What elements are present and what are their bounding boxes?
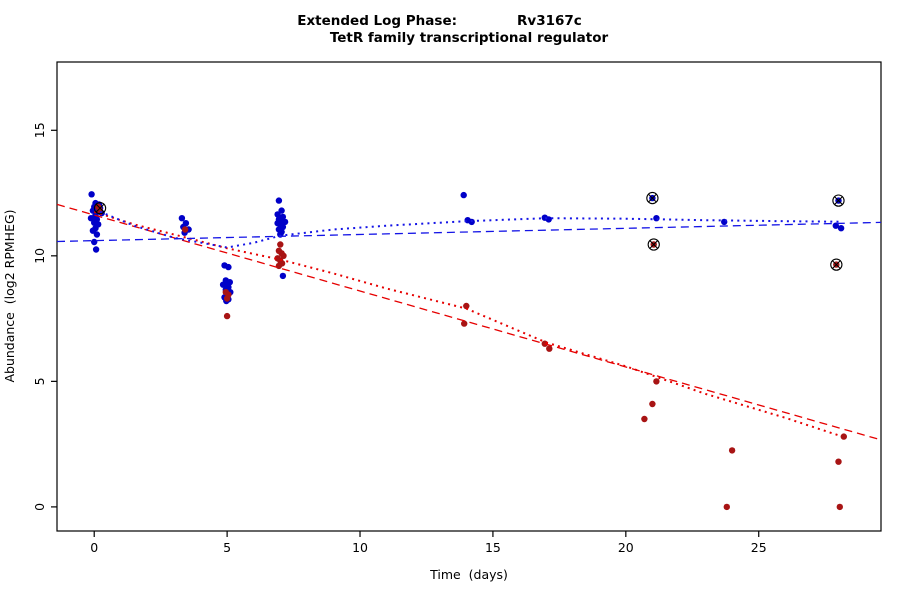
trend-line-blue-linear-fit bbox=[56, 221, 882, 243]
flagged-point-circle-icon bbox=[647, 238, 660, 251]
trend-line-red-linear-fit bbox=[56, 203, 882, 441]
data-point-blue bbox=[88, 191, 95, 198]
y-tick-label: 10 bbox=[32, 248, 47, 264]
x-tick-label: 0 bbox=[90, 540, 98, 555]
data-point-blue bbox=[89, 227, 97, 234]
y-axis-label: Abundance (log2 RPMHEG) bbox=[2, 209, 17, 382]
data-point-blue bbox=[91, 238, 98, 246]
chart-subtitle: TetR family transcriptional regulator bbox=[330, 30, 609, 46]
data-point-blue bbox=[225, 263, 232, 271]
x-axis-label: Time (days) bbox=[429, 567, 508, 582]
plot-box bbox=[56, 61, 882, 532]
flagged-point-x-icon bbox=[831, 260, 841, 270]
data-point-blue bbox=[178, 215, 186, 222]
chart-title: Extended Log Phase: bbox=[297, 13, 457, 29]
data-point-blue bbox=[545, 216, 552, 223]
y-tick-label: 5 bbox=[32, 377, 47, 385]
data-point-blue bbox=[93, 231, 101, 238]
data-point-red bbox=[181, 226, 189, 233]
data-point-red bbox=[649, 400, 656, 408]
data-point-red bbox=[836, 503, 843, 511]
data-point-blue bbox=[279, 272, 287, 280]
data-point-red bbox=[723, 503, 730, 511]
flagged-point-circle-icon bbox=[832, 194, 845, 207]
flagged-point-x-icon bbox=[95, 203, 105, 213]
data-point-red bbox=[463, 302, 470, 310]
data-point-blue bbox=[92, 246, 100, 253]
data-point-red bbox=[275, 262, 283, 270]
x-tick-label: 15 bbox=[485, 540, 501, 555]
data-point-red bbox=[280, 252, 287, 259]
data-point-blue bbox=[87, 215, 95, 222]
data-point-red bbox=[223, 312, 231, 320]
data-point-red bbox=[840, 433, 847, 440]
flagged-point-x-icon bbox=[648, 193, 657, 203]
data-point-red bbox=[641, 415, 648, 423]
data-point-blue bbox=[281, 218, 289, 226]
flagged-point-circle-icon bbox=[93, 201, 107, 215]
chart-title-gene: Rv3167c bbox=[517, 13, 582, 29]
x-tick-label: 25 bbox=[751, 540, 767, 555]
data-point-blue bbox=[219, 281, 227, 288]
data-point-red bbox=[461, 320, 468, 327]
data-point-blue bbox=[653, 215, 660, 222]
data-point-blue bbox=[275, 197, 283, 204]
flagged-point-circle-icon bbox=[830, 258, 843, 271]
x-tick-label: 10 bbox=[352, 540, 368, 555]
data-point-red bbox=[653, 378, 660, 385]
flagged-point-x-icon bbox=[649, 240, 659, 249]
data-point-red bbox=[277, 241, 284, 248]
y-tick-label: 15 bbox=[32, 122, 47, 138]
y-tick-label: 0 bbox=[32, 503, 47, 511]
trend-line-blue-loess-fit bbox=[93, 208, 839, 249]
x-tick-label: 20 bbox=[618, 540, 634, 555]
flagged-point-circle-icon bbox=[646, 191, 659, 205]
data-point-blue bbox=[460, 191, 467, 199]
data-point-red bbox=[835, 458, 842, 465]
trend-line-red-loess-fit bbox=[93, 210, 839, 437]
plot-area: 0 5 10 15 20 25 0 5 10 15 bbox=[32, 61, 882, 555]
data-point-red bbox=[728, 447, 736, 454]
flagged-point-x-icon bbox=[834, 196, 843, 205]
data-point-blue bbox=[278, 207, 285, 214]
data-point-red bbox=[546, 345, 553, 352]
data-point-red bbox=[223, 295, 231, 302]
data-point-blue bbox=[832, 222, 839, 229]
x-tick-label: 5 bbox=[223, 540, 231, 555]
data-point-blue bbox=[837, 225, 845, 232]
